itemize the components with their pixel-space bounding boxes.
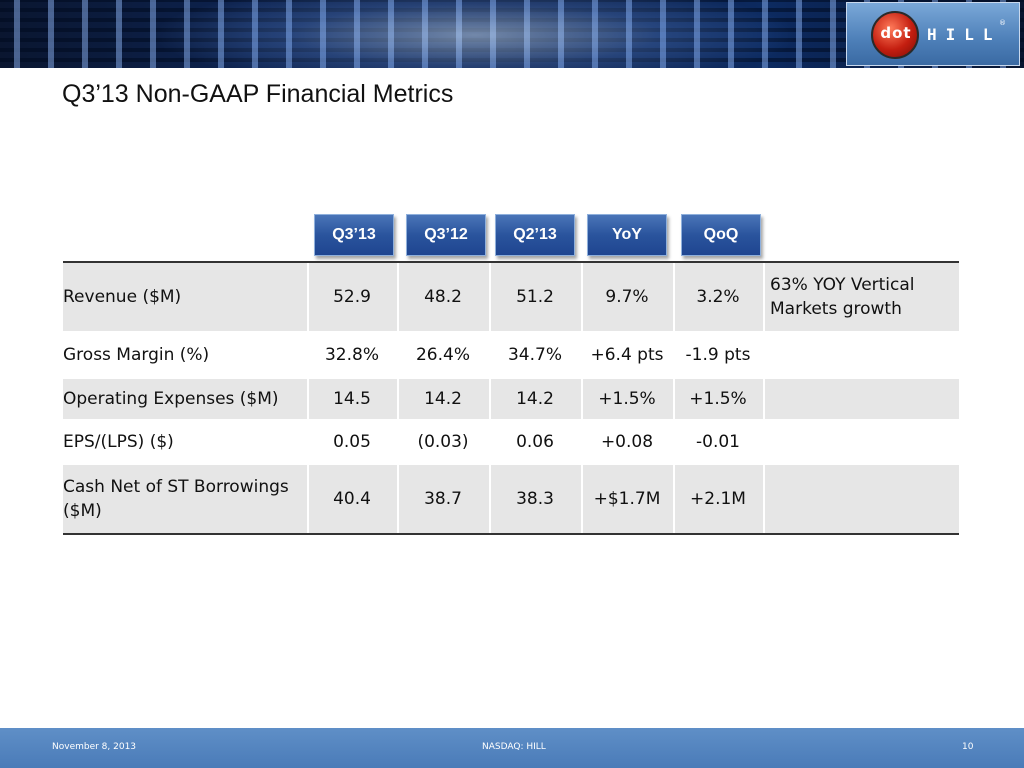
cell-q3-13: 40.4 xyxy=(333,489,371,509)
metrics-table: Revenue ($M) 52.9 48.2 51.2 9.7% 3.2% 63… xyxy=(63,261,959,535)
column-header-qoq: QoQ xyxy=(681,214,761,256)
table-row-eps: EPS/(LPS) ($) 0.05 (0.03) 0.06 +0.08 -0.… xyxy=(63,419,959,465)
row-note: 63% YOY Vertical Markets growth xyxy=(770,275,915,319)
footer-ticker: NASDAQ: HILL xyxy=(482,742,546,752)
table-row-gross-margin: Gross Margin (%) 32.8% 26.4% 34.7% +6.4 … xyxy=(63,331,959,379)
footer-date: November 8, 2013 xyxy=(52,742,137,752)
table-row-operating-expenses: Operating Expenses ($M) 14.5 14.2 14.2 +… xyxy=(63,379,959,419)
row-label: EPS/(LPS) ($) xyxy=(63,432,174,452)
page-number: 10 xyxy=(962,742,974,752)
cell-yoy: 9.7% xyxy=(605,287,649,307)
cell-q3-13: 14.5 xyxy=(333,389,371,409)
logo-registered-mark: ® xyxy=(999,19,1006,27)
cell-q3-12: 38.7 xyxy=(424,489,462,509)
cell-q3-13: 32.8% xyxy=(324,345,379,365)
column-header-yoy: YoY xyxy=(587,214,667,256)
column-header-q3-12: Q3’12 xyxy=(406,214,486,256)
cell-q2-13: 34.7% xyxy=(507,345,562,365)
footer-bar: November 8, 2013 NASDAQ: HILL 10 xyxy=(0,728,1024,768)
page-title: Q3’13 Non-GAAP Financial Metrics xyxy=(62,80,454,108)
cell-q2-13: 38.3 xyxy=(516,489,554,509)
cell-q3-12: (0.03) xyxy=(417,432,469,452)
cell-qoq: 3.2% xyxy=(696,287,740,307)
cell-q2-13: 0.06 xyxy=(516,432,554,452)
cell-yoy: +1.5% xyxy=(598,389,656,409)
dot-hill-logo: dot HILL ® xyxy=(846,2,1020,66)
cell-yoy: +6.4 pts xyxy=(590,345,664,365)
cell-yoy: +$1.7M xyxy=(593,489,661,509)
logo-circle-text: dot xyxy=(880,24,912,42)
cell-qoq: +1.5% xyxy=(689,389,747,409)
column-header-q3-13: Q3’13 xyxy=(314,214,394,256)
cell-qoq: -1.9 pts xyxy=(685,345,751,365)
header-banner: dot HILL ® xyxy=(0,0,1024,68)
table-row-revenue: Revenue ($M) 52.9 48.2 51.2 9.7% 3.2% 63… xyxy=(63,263,959,331)
cell-q2-13: 14.2 xyxy=(516,389,554,409)
row-label: Gross Margin (%) xyxy=(63,345,210,365)
cell-q3-12: 14.2 xyxy=(424,389,462,409)
cell-q3-13: 0.05 xyxy=(333,432,371,452)
row-label: Revenue ($M) xyxy=(63,287,182,307)
row-label: Cash Net of ST Borrowings ($M) xyxy=(63,477,289,521)
logo-brand-text: HILL xyxy=(927,25,1002,44)
column-header-q2-13: Q2’13 xyxy=(495,214,575,256)
table-row-cash-net: Cash Net of ST Borrowings ($M) 40.4 38.7… xyxy=(63,465,959,533)
cell-qoq: +2.1M xyxy=(690,489,746,509)
banner-glow xyxy=(150,0,800,68)
logo-circle-icon xyxy=(871,11,919,59)
cell-q3-12: 26.4% xyxy=(415,345,470,365)
cell-q2-13: 51.2 xyxy=(516,287,554,307)
cell-q3-12: 48.2 xyxy=(424,287,462,307)
row-label: Operating Expenses ($M) xyxy=(63,389,279,409)
cell-yoy: +0.08 xyxy=(600,432,654,452)
cell-q3-13: 52.9 xyxy=(333,287,371,307)
cell-qoq: -0.01 xyxy=(696,432,740,452)
